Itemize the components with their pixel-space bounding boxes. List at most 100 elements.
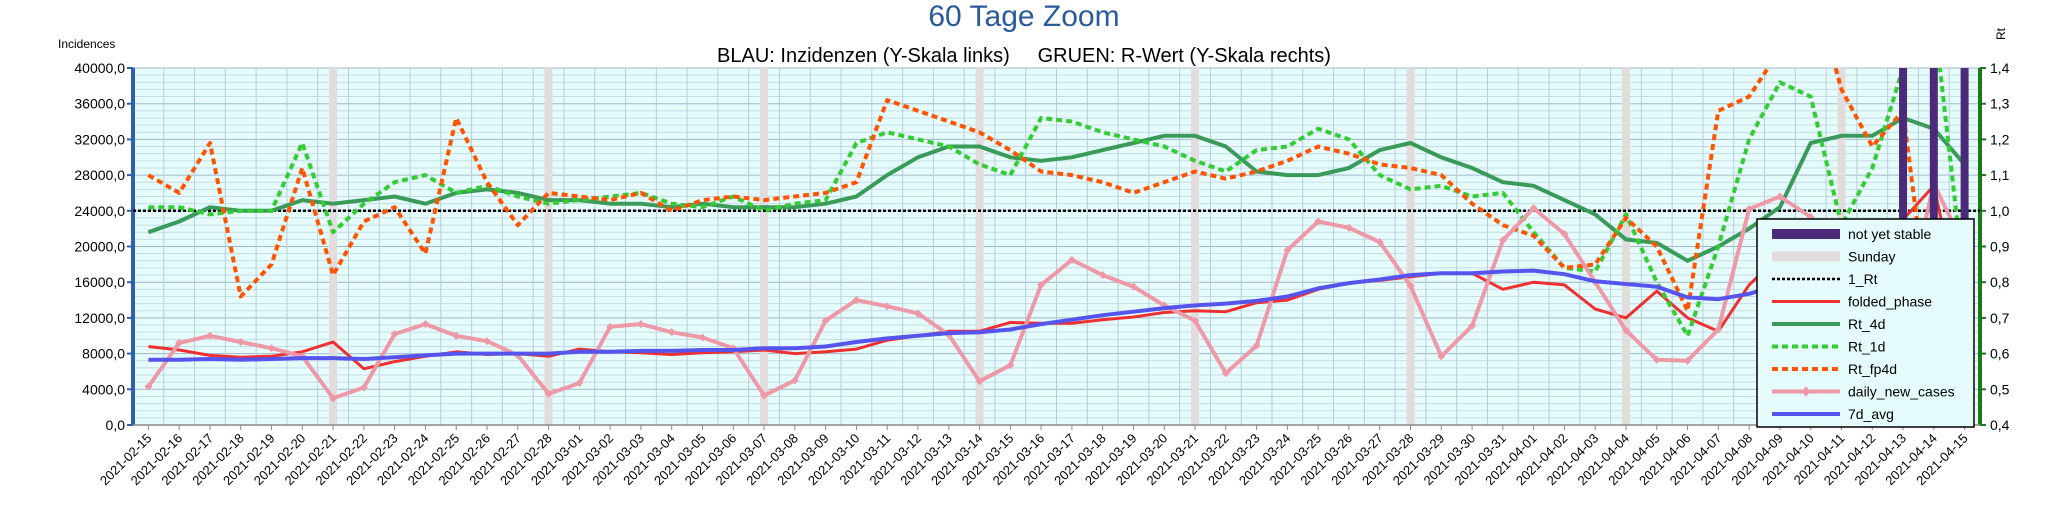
legend-label-rt-fp4d: Rt_fp4d — [1848, 361, 1897, 377]
series-daily-new-cases-point — [1252, 341, 1261, 350]
series-daily-new-cases-point — [1221, 369, 1230, 378]
series-daily-new-cases-point — [359, 383, 368, 392]
legend-swatch-sunday — [1772, 251, 1840, 262]
y2-axis-title: Rt — [1994, 27, 2008, 40]
sunday-band — [329, 68, 338, 425]
series-7d-avg-line — [148, 242, 1966, 362]
series-daily-new-cases-point — [1191, 316, 1200, 325]
sunday-band — [544, 68, 553, 425]
series-daily-new-cases-point — [205, 331, 214, 340]
series-daily-new-cases-point — [267, 344, 276, 353]
series-daily-new-cases-point — [698, 333, 707, 342]
chart-subtitle: BLAU: Inzidenzen (Y-Skala links) GRUEN: … — [717, 45, 1331, 67]
sunday-band — [1191, 68, 1200, 425]
y-tick-label: 32000,0 — [74, 131, 125, 147]
y-axis-title: Incidences — [58, 37, 115, 51]
series-daily-new-cases-point — [329, 394, 338, 403]
y2-tick-label: 1,4 — [1990, 60, 2010, 76]
series-daily-new-cases-point — [421, 320, 430, 329]
series-daily-new-cases-point — [483, 337, 492, 346]
legend-label-rt-1d: Rt_1d — [1848, 339, 1885, 355]
legend-swatch-not-yet-stable — [1772, 229, 1840, 239]
series-daily-new-cases-point — [144, 382, 153, 391]
y2-tick-label: 0,8 — [1990, 274, 2010, 290]
chart-title: 60 Tage Zoom — [928, 0, 1119, 33]
series-daily-new-cases-point — [452, 331, 461, 340]
legend-label-1-rt: 1_Rt — [1848, 271, 1878, 287]
series-daily-new-cases-point — [606, 322, 615, 331]
y2-tick-label: 0,6 — [1990, 346, 2010, 362]
y-tick-label: 4000,0 — [82, 381, 125, 397]
series-daily-new-cases-point — [1560, 230, 1569, 239]
y-tick-label: 36000,0 — [74, 96, 125, 112]
series-daily-new-cases-point — [1314, 217, 1323, 226]
series-daily-new-cases-point — [975, 377, 984, 386]
y2-tick-label: 1,0 — [1990, 203, 2010, 219]
y-tick-label: 24000,0 — [74, 203, 125, 219]
series-daily-new-cases-point — [1006, 361, 1015, 370]
y-tick-label: 20000,0 — [74, 239, 125, 255]
series-rt-4d-line — [147, 116, 1967, 263]
series-daily-new-cases-point — [544, 389, 553, 398]
series-daily-new-cases-point — [1344, 223, 1353, 232]
series-daily-new-cases-point — [1683, 356, 1692, 365]
y2-tick-label: 1,3 — [1990, 96, 2010, 112]
series-rt-1d-line — [148, 68, 1967, 338]
series-daily-new-cases-point — [1468, 321, 1477, 330]
legend-label-not-yet-stable: not yet stable — [1848, 226, 1931, 242]
series-daily-new-cases-point — [1375, 238, 1384, 247]
legend-label-rt-4d: Rt_4d — [1848, 316, 1885, 332]
sunday-band — [1621, 68, 1630, 425]
series-daily-new-cases-point — [1652, 355, 1661, 364]
series-daily-new-cases-point — [1437, 352, 1446, 361]
y2-tick-label: 1,2 — [1990, 131, 2010, 147]
legend-label-daily-new-cases: daily_new_cases — [1848, 384, 1955, 400]
series-daily-new-cases-point — [175, 338, 184, 347]
series-daily-new-cases-point — [636, 320, 645, 329]
sunday-band — [1406, 68, 1415, 425]
y2-tick-label: 0,9 — [1990, 239, 2010, 255]
y2-tick-label: 0,7 — [1990, 310, 2010, 326]
y-tick-label: 28000,0 — [74, 167, 125, 183]
series-daily-new-cases-point — [1745, 205, 1754, 214]
series-daily-new-cases-point — [1775, 192, 1784, 201]
series-daily-new-cases-point — [1498, 236, 1507, 245]
series-daily-new-cases-point — [575, 379, 584, 388]
series-daily-new-cases-point — [1067, 255, 1076, 264]
series-daily-new-cases-point — [1529, 204, 1538, 213]
series-daily-new-cases-point — [390, 329, 399, 338]
y2-tick-label: 0,4 — [1990, 417, 2010, 433]
series-clip-group — [144, 68, 1969, 403]
series-daily-new-cases-point — [1621, 326, 1630, 335]
series-daily-new-cases-point — [852, 296, 861, 305]
series-daily-new-cases-point — [790, 376, 799, 385]
series-rt-fp4d-line — [147, 68, 1966, 356]
legend-label-7d-avg: 7d_avg — [1848, 406, 1894, 422]
legend-marker-daily-new-cases — [1801, 386, 1811, 397]
series-daily-new-cases-point — [1406, 281, 1415, 290]
series-daily-new-cases-point — [913, 309, 922, 318]
series-daily-new-cases-point — [667, 328, 676, 337]
series-daily-new-cases-point — [760, 391, 769, 400]
series-daily-new-cases-point — [1129, 282, 1138, 291]
legend-label-folded-phase: folded_phase — [1848, 294, 1932, 310]
y-tick-label: 16000,0 — [74, 274, 125, 290]
series-daily-new-cases-point — [821, 316, 830, 325]
sunday-band — [760, 68, 769, 425]
y-tick-label: 12000,0 — [74, 310, 125, 326]
series-daily-new-cases-point — [1037, 280, 1046, 289]
series-daily-new-cases-point — [1098, 271, 1107, 280]
sunday-band — [975, 68, 984, 425]
y-tick-label: 40000,0 — [74, 60, 125, 76]
series — [133, 68, 1980, 425]
series-daily-new-cases-line — [146, 182, 1967, 401]
legend-label-sunday: Sunday — [1848, 249, 1895, 265]
series-daily-new-cases-point — [236, 337, 245, 346]
series-daily-new-cases-point — [1714, 325, 1723, 334]
y-tick-label: 8000,0 — [82, 346, 125, 362]
series-daily-new-cases-point — [1283, 246, 1292, 255]
series-daily-new-cases-point — [883, 302, 892, 311]
grid — [132, 67, 1981, 426]
